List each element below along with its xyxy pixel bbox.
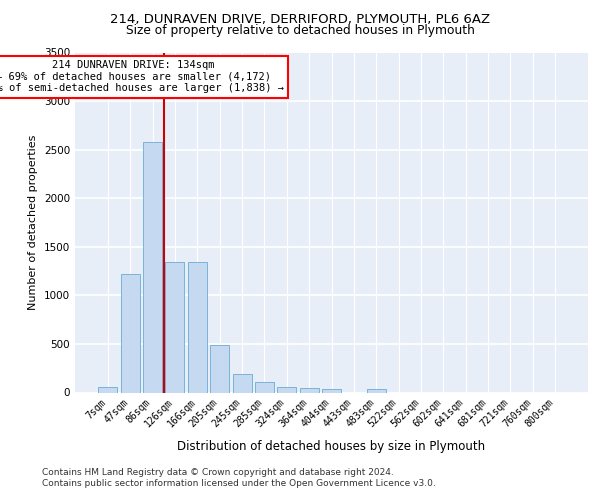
Bar bbox=[322, 389, 341, 392]
Bar bbox=[210, 345, 229, 393]
Bar bbox=[277, 387, 296, 392]
Bar bbox=[299, 388, 319, 392]
Bar bbox=[367, 389, 386, 392]
Bar bbox=[255, 382, 274, 392]
Y-axis label: Number of detached properties: Number of detached properties bbox=[28, 135, 38, 310]
Text: 214 DUNRAVEN DRIVE: 134sqm
← 69% of detached houses are smaller (4,172)
30% of s: 214 DUNRAVEN DRIVE: 134sqm ← 69% of deta… bbox=[0, 60, 284, 94]
Bar bbox=[98, 386, 118, 392]
Bar bbox=[143, 142, 162, 393]
Bar bbox=[233, 374, 251, 392]
Text: Size of property relative to detached houses in Plymouth: Size of property relative to detached ho… bbox=[125, 24, 475, 37]
Bar bbox=[166, 262, 184, 392]
Bar bbox=[121, 274, 140, 392]
Text: 214, DUNRAVEN DRIVE, DERRIFORD, PLYMOUTH, PL6 6AZ: 214, DUNRAVEN DRIVE, DERRIFORD, PLYMOUTH… bbox=[110, 12, 490, 26]
Bar bbox=[188, 262, 207, 392]
Text: Contains HM Land Registry data © Crown copyright and database right 2024.
Contai: Contains HM Land Registry data © Crown c… bbox=[42, 468, 436, 487]
X-axis label: Distribution of detached houses by size in Plymouth: Distribution of detached houses by size … bbox=[178, 440, 485, 454]
